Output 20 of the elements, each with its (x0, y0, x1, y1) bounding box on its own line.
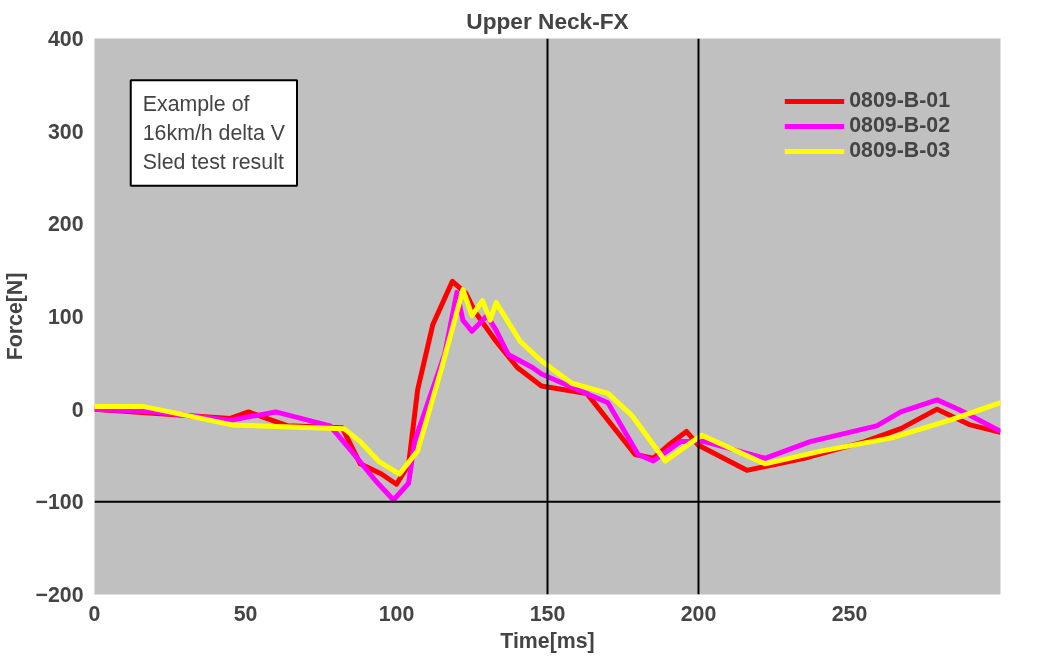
x-tick-label: 200 (680, 601, 717, 626)
y-axis-title: Force[N] (3, 272, 28, 361)
legend-label: 0809-B-01 (849, 88, 950, 113)
chart-title: Upper Neck-FX (466, 7, 629, 34)
legend-label: 0809-B-03 (849, 138, 950, 163)
x-tick-label: 150 (529, 601, 566, 626)
y-tick-label: −100 (35, 490, 84, 515)
y-tick-label: 0 (71, 397, 84, 422)
x-tick-label: 250 (831, 601, 868, 626)
y-tick-label: 200 (47, 212, 84, 237)
y-tick-label: 400 (47, 27, 84, 51)
x-axis-title: Time[ms] (500, 628, 595, 653)
x-tick-label: 0 (88, 601, 101, 626)
annotation: Example of 16km/h delta V Sled test result (142, 92, 286, 174)
y-tick-label: −200 (35, 583, 84, 607)
x-tick-label: 100 (378, 601, 415, 626)
y-tick-label: 300 (47, 119, 84, 144)
legend-label: 0809-B-02 (849, 113, 950, 138)
y-tick-label: 100 (47, 305, 84, 329)
x-tick-label: 50 (233, 601, 258, 626)
